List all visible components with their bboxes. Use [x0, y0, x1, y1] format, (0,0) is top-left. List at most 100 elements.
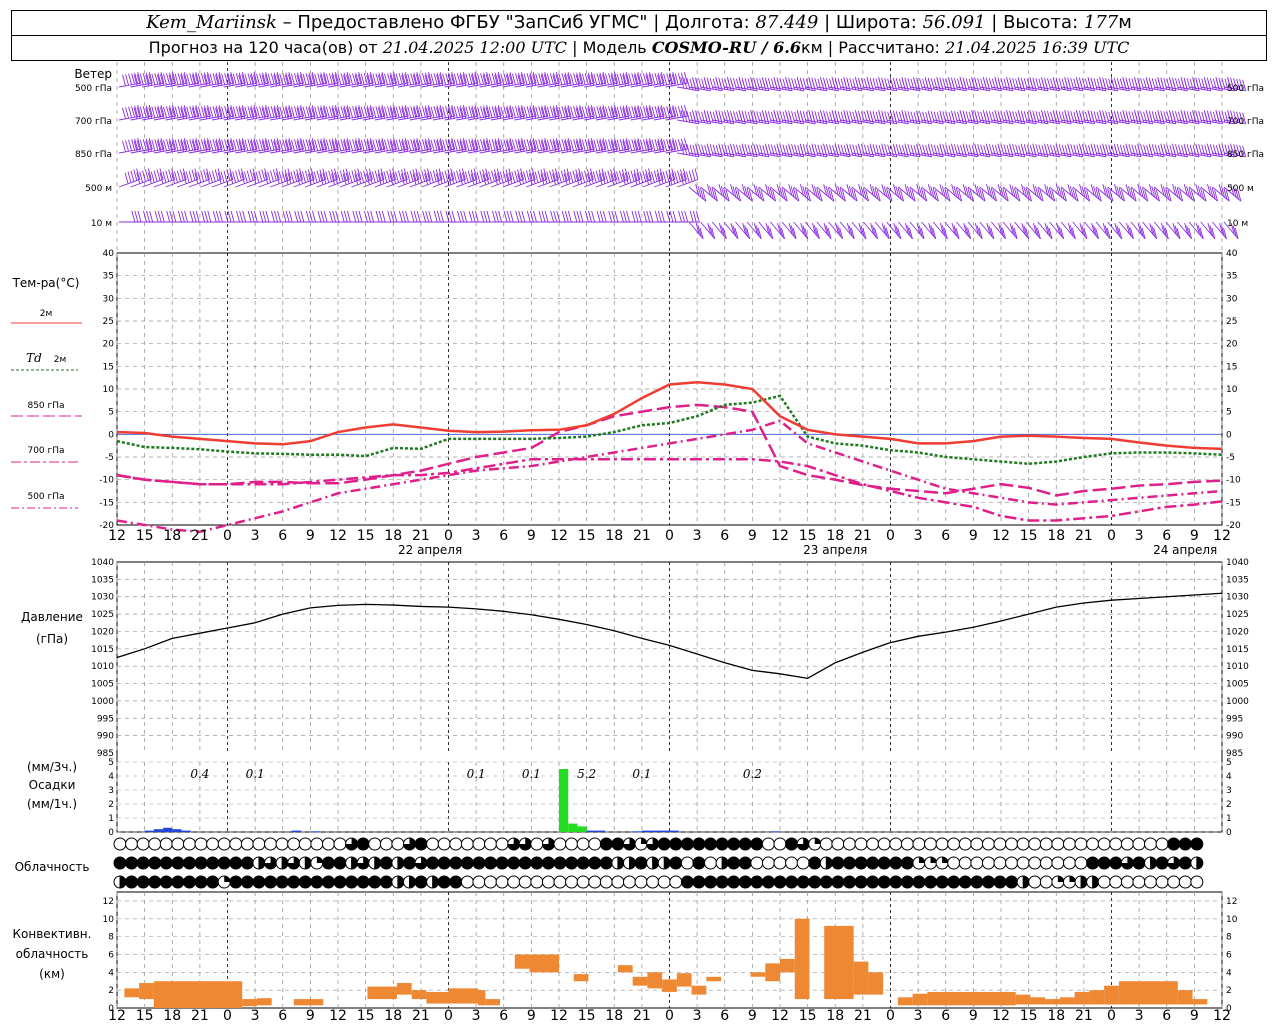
cloud-symbol: [958, 875, 972, 889]
wind-barb: [188, 138, 211, 154]
barb-feather: [447, 74, 452, 86]
barb-feather: [1102, 77, 1107, 89]
barb-feather: [587, 173, 591, 185]
precip-3h-label: 0.4: [190, 767, 209, 781]
cloud-circle: [588, 875, 602, 889]
barb-feather: [639, 73, 644, 85]
wind-barb: [607, 168, 629, 188]
barb-feather: [1174, 144, 1179, 156]
barb-feather: [799, 77, 804, 89]
barb-feather: [302, 139, 307, 151]
x-tick-bottom: 12: [550, 1008, 568, 1024]
barb-feather: [563, 173, 568, 185]
barb-feather: [671, 140, 676, 152]
barb-feather: [567, 105, 572, 117]
cloud-symbol: [877, 875, 891, 889]
barb-feather: [578, 168, 583, 180]
wind-barb: [1142, 184, 1160, 202]
barb-feather: [256, 106, 260, 118]
barb-feather: [1183, 77, 1188, 89]
barb-feather: [288, 138, 293, 150]
barb-feather: [142, 73, 147, 85]
barb-feather: [541, 210, 546, 223]
barb-shaft: [1154, 86, 1176, 92]
barb-feather: [831, 77, 836, 89]
barb-feather: [441, 171, 446, 183]
barb-feather: [561, 73, 566, 85]
barb-shaft: [700, 119, 723, 125]
barb-feather: [823, 184, 828, 196]
barb-feather: [672, 105, 677, 117]
barb-feather: [576, 210, 581, 223]
pres-ytick-right: 1015: [1226, 645, 1249, 655]
cloud-symbol: [1028, 837, 1042, 851]
conv-bar: [529, 954, 559, 973]
barb-feather: [185, 171, 190, 183]
barb-feather: [590, 74, 595, 86]
barb-feather: [1099, 145, 1104, 157]
barb-feather: [406, 171, 411, 183]
cloud-symbol: [912, 837, 926, 851]
barb-feather: [157, 138, 162, 150]
barb-feather: [1002, 188, 1007, 200]
barb-feather: [398, 106, 403, 118]
barb-feather: [663, 139, 668, 151]
barb-feather: [147, 172, 152, 184]
cloud-symbol: [924, 837, 938, 851]
barb-shaft: [688, 86, 711, 92]
barb-feather: [892, 110, 897, 122]
barb-feather: [895, 78, 900, 90]
x-tick-temp: 9: [969, 528, 978, 544]
barb-feather: [509, 105, 514, 117]
barb-feather: [957, 144, 961, 156]
barb-feather: [378, 72, 383, 84]
barb-feather: [312, 210, 316, 223]
cloud-circle: [1051, 856, 1065, 870]
barb-feather: [307, 173, 312, 185]
barb-feather: [450, 74, 455, 86]
barb-feather: [651, 106, 656, 118]
barb-feather: [183, 105, 188, 117]
barb-feather: [407, 139, 412, 151]
barb-feather: [392, 74, 397, 86]
cloud-circle: [924, 837, 938, 851]
barb-feather: [930, 186, 935, 198]
barb-feather: [916, 184, 921, 196]
barb-feather: [611, 138, 615, 150]
cloud-fill: [299, 876, 312, 888]
barb-feather: [235, 170, 240, 182]
cloud-half: [652, 857, 659, 869]
barb-feather: [591, 210, 596, 223]
barb-feather: [1058, 111, 1063, 123]
cloud-half: [617, 857, 624, 869]
barb-feather: [137, 72, 142, 84]
barb-feather: [613, 172, 618, 184]
barb-shaft: [1049, 152, 1072, 158]
barb-shaft: [781, 86, 804, 92]
wind-barb: [723, 184, 742, 202]
barb-feather: [334, 172, 338, 184]
barb-feather: [296, 107, 301, 119]
barb-shaft: [165, 82, 188, 88]
barb-feather: [243, 171, 248, 183]
wind-barb: [223, 138, 246, 154]
barb-feather: [671, 168, 676, 180]
x-tick-bottom: 3: [251, 1008, 260, 1024]
barb-feather: [328, 170, 333, 182]
barb-shaft: [130, 115, 153, 121]
barb-feather: [403, 172, 408, 184]
barb-feather: [262, 210, 267, 223]
barb-feather: [581, 73, 586, 85]
barb-feather: [939, 77, 944, 89]
cloud-fill: [368, 876, 381, 888]
barb-feather: [169, 72, 173, 84]
barb-feather: [930, 225, 935, 237]
barb-feather: [485, 107, 490, 119]
x-tick-bottom: 21: [854, 1008, 872, 1024]
barb-feather: [265, 138, 270, 150]
barb-feather: [611, 72, 615, 84]
barb-shaft: [956, 119, 979, 125]
wind-barb: [653, 72, 677, 88]
barb-feather: [950, 110, 955, 122]
barb-feather: [151, 139, 156, 151]
